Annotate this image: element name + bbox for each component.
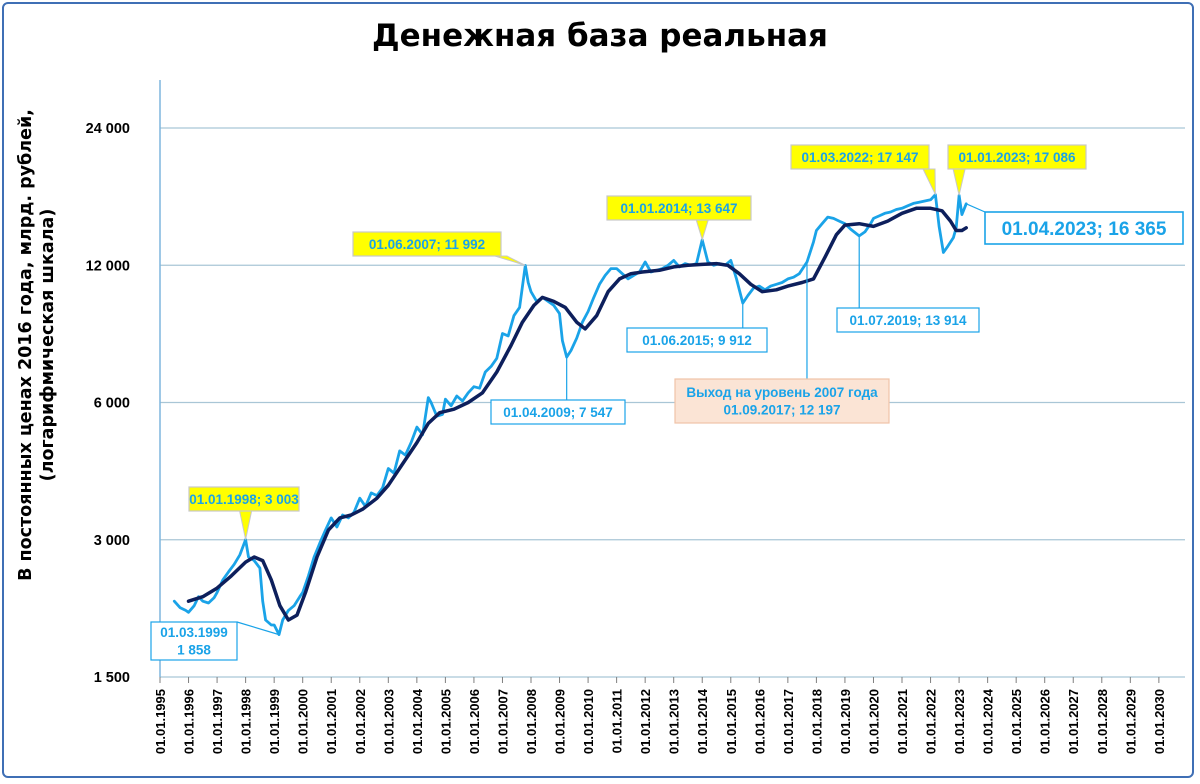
x-tick-label: 01.01.2001 xyxy=(324,689,339,754)
x-tick-label: 01.01.1997 xyxy=(210,689,225,754)
x-tick-label: 01.01.2025 xyxy=(1009,689,1024,754)
callout-box xyxy=(490,399,626,425)
x-tick-label: 01.01.2003 xyxy=(381,689,396,754)
callout-box xyxy=(984,211,1184,245)
callout-pointer xyxy=(239,510,253,540)
callout-label: 01.06.2015; 9 912 xyxy=(642,333,752,348)
callout-pointer xyxy=(952,168,966,196)
callout-box xyxy=(947,144,1087,170)
callout-label: 1 858 xyxy=(177,643,211,658)
x-tick-label: 01.01.1999 xyxy=(267,689,282,754)
x-tick-label: 01.01.2000 xyxy=(296,689,311,754)
y-tick-label: 12 000 xyxy=(86,258,130,274)
x-tick-label: 01.01.2024 xyxy=(981,688,996,754)
callout-label: 01.01.2014; 13 647 xyxy=(620,201,737,216)
x-tick-label: 01.01.2023 xyxy=(952,689,967,754)
x-tick-label: 01.01.2002 xyxy=(353,689,368,754)
x-tick-label: 01.01.2010 xyxy=(581,689,596,754)
x-tick-label: 01.01.2028 xyxy=(1095,689,1110,754)
callout-label: 01.09.2017; 12 197 xyxy=(723,403,840,418)
x-tick-label: 01.01.2004 xyxy=(410,688,425,754)
x-tick-label: 01.01.1996 xyxy=(182,689,197,754)
x-tick-label: 01.01.2013 xyxy=(667,689,682,754)
y-tick-label: 24 000 xyxy=(86,121,130,137)
x-tick-label: 01.01.2014 xyxy=(695,688,710,754)
callout-box xyxy=(150,621,238,661)
callout-label: 01.01.2023; 17 086 xyxy=(958,150,1076,165)
series-line-trend xyxy=(186,206,968,622)
callout-pointer xyxy=(494,255,526,266)
x-tick-label: 01.01.2011 xyxy=(610,689,625,753)
callout-label: 01.03.1999 xyxy=(160,625,228,640)
callout-label: 01.01.1998; 3 003 xyxy=(189,492,299,507)
x-tick-label: 01.01.2026 xyxy=(1038,689,1053,754)
x-tick-label: 01.01.2027 xyxy=(1066,689,1081,754)
x-tick-label: 01.01.1998 xyxy=(239,689,254,754)
x-tick-label: 01.01.2030 xyxy=(1152,689,1167,754)
x-tick-label: 01.01.2018 xyxy=(809,689,824,754)
callout-box xyxy=(188,486,300,512)
x-tick-label: 01.01.2008 xyxy=(524,689,539,754)
x-tick-label: 01.01.2009 xyxy=(553,689,568,754)
y-tick-label: 3 000 xyxy=(94,533,130,549)
x-tick-label: 01.01.2022 xyxy=(924,689,939,754)
chart-title: Денежная база реальная xyxy=(372,18,828,54)
callout-box xyxy=(606,195,752,221)
callout-box xyxy=(626,327,768,353)
callout-label: 01.06.2007; 11 992 xyxy=(369,237,485,252)
x-tick-label: 01.01.2012 xyxy=(638,689,653,754)
x-tick-label: 01.01.1995 xyxy=(153,689,168,754)
callout-pointer xyxy=(922,168,936,195)
y-tick-label: 6 000 xyxy=(94,396,130,412)
y-tick-label: 1 500 xyxy=(94,670,130,686)
callout-box xyxy=(674,378,890,424)
callout-label: 01.04.2009; 7 547 xyxy=(503,405,613,420)
callout-box xyxy=(836,307,980,333)
x-tick-label: 01.01.2007 xyxy=(495,689,510,754)
callout-leader xyxy=(965,203,986,213)
x-tick-label: 01.01.2021 xyxy=(895,689,910,754)
callout-pointer xyxy=(695,219,709,242)
x-tick-label: 01.01.2020 xyxy=(866,689,881,754)
callout-box xyxy=(790,144,930,170)
callout-label: 01.04.2023; 16 365 xyxy=(1002,219,1167,240)
series-line-monthly xyxy=(172,193,968,636)
x-tick-label: 01.01.2017 xyxy=(781,689,796,754)
callout-leader xyxy=(236,621,280,636)
x-tick-label: 01.01.2016 xyxy=(752,689,767,754)
callout-label: 01.07.2019; 13 914 xyxy=(849,313,967,328)
x-tick-label: 01.01.2006 xyxy=(467,689,482,754)
callout-box xyxy=(352,231,502,257)
callout-label: Выход на уровень 2007 года xyxy=(686,385,878,400)
x-tick-label: 01.01.2015 xyxy=(724,689,739,754)
callout-label: 01.03.2022; 17 147 xyxy=(801,150,918,165)
x-tick-label: 01.01.2019 xyxy=(838,689,853,754)
x-tick-label: 01.01.2005 xyxy=(438,689,453,754)
x-tick-label: 01.01.2029 xyxy=(1123,689,1138,754)
